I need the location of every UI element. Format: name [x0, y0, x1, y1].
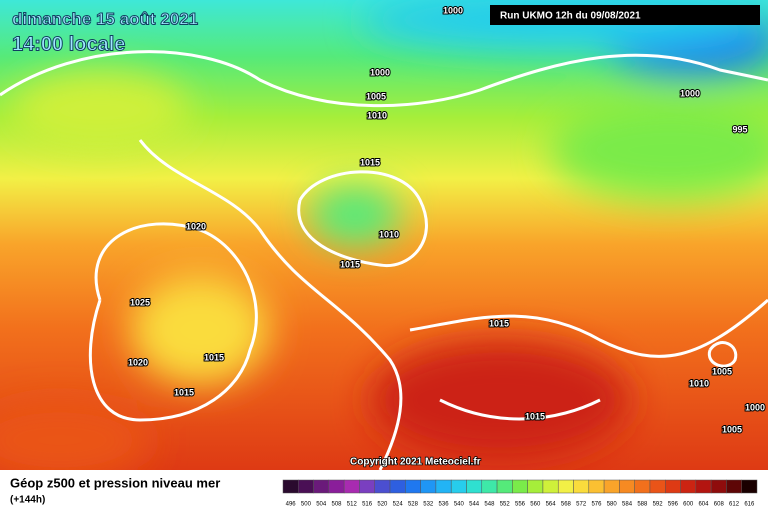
legend-level: 504 [316, 502, 327, 508]
legend-swatch [435, 479, 452, 494]
legend-swatch [389, 479, 406, 494]
run-label: Run UKMO 12h du 09/08/2021 [500, 11, 641, 22]
legend-swatch [573, 479, 590, 494]
legend-level: 524 [393, 502, 404, 508]
legend-swatch [603, 479, 620, 494]
legend-swatch [298, 479, 314, 494]
legend-level: 496 [286, 502, 297, 508]
legend-level: 576 [591, 502, 602, 508]
legend-swatch [481, 479, 498, 494]
legend-level: 564 [546, 502, 557, 508]
legend-swatch [741, 479, 758, 494]
isobar-label: 1015 [360, 157, 380, 167]
legend-swatch [496, 479, 513, 494]
isobar-label: 1005 [712, 366, 732, 376]
isobar-label: 1000 [680, 88, 700, 98]
legend-swatch [313, 479, 330, 494]
legend-level: 500 [301, 502, 312, 508]
legend-level: 520 [377, 502, 388, 508]
isobar-label: 1015 [525, 411, 545, 421]
isobar-label: 1000 [370, 67, 390, 77]
legend-title: Géop z500 et pression niveau mer [10, 475, 220, 490]
legend-level: 600 [683, 502, 694, 508]
legend-level: 540 [454, 502, 465, 508]
legend-swatch [695, 479, 712, 494]
time-title: 14:00 locale [12, 33, 125, 55]
legend-level: 536 [439, 502, 450, 508]
legend-level: 512 [347, 502, 358, 508]
isobar-label: 1010 [379, 229, 399, 239]
legend-level: 528 [408, 502, 419, 508]
legend-level: 516 [362, 502, 373, 508]
isobar-label: 1015 [340, 259, 360, 269]
isobar-label: 1010 [367, 110, 387, 120]
legend-level: 572 [576, 502, 587, 508]
legend-lead: (+144h) [10, 495, 45, 506]
legend-swatch [649, 479, 666, 494]
legend-level: 608 [714, 502, 725, 508]
legend-swatch [665, 479, 681, 494]
legend-swatch [374, 479, 391, 494]
legend-swatch [726, 479, 742, 494]
isobars [0, 50, 768, 471]
isobar-label: 1020 [186, 221, 206, 231]
isobar-label: 1025 [130, 297, 150, 307]
isobar-label: 1020 [128, 357, 148, 367]
legend-level: 616 [744, 502, 755, 508]
legend-swatch [619, 479, 635, 494]
isobar-label: 1015 [174, 387, 194, 397]
legend-swatch [634, 479, 651, 494]
isobar-label: 1010 [689, 378, 709, 388]
legend-level: 584 [622, 502, 633, 508]
legend-swatch [557, 479, 574, 494]
isobar-label: 1000 [745, 402, 765, 412]
legend-swatch [450, 479, 467, 494]
run-box [490, 5, 760, 25]
legend-swatch [466, 479, 483, 494]
legend-level: 548 [484, 502, 495, 508]
legend-level: 568 [561, 502, 572, 508]
legend-swatch [710, 479, 727, 494]
legend-level: 532 [423, 502, 434, 508]
copyright: Copyright 2021 Meteociel.fr [350, 457, 481, 468]
legend-level: 560 [530, 502, 541, 508]
legend-swatch [680, 479, 697, 494]
legend-swatch [420, 479, 437, 494]
isobar-label: 1005 [722, 424, 742, 434]
legend-swatch [512, 479, 528, 494]
legend-level: 508 [332, 502, 343, 508]
legend-swatch [588, 479, 605, 494]
legend-level: 580 [607, 502, 618, 508]
legend-swatch [527, 479, 544, 494]
isobar-label: 995 [732, 124, 747, 134]
isobar-label: 1000 [443, 5, 463, 15]
legend-swatch [359, 479, 375, 494]
isobar-label: 1015 [204, 352, 224, 362]
legend-level: 612 [729, 502, 740, 508]
legend-swatch [405, 479, 421, 494]
legend-swatch [542, 479, 559, 494]
date-title: dimanche 15 août 2021 [12, 9, 198, 28]
legend-swatch [328, 479, 345, 494]
legend-swatch [282, 479, 299, 494]
legend-level: 592 [653, 502, 664, 508]
legend-level: 596 [668, 502, 679, 508]
legend-level: 588 [637, 502, 648, 508]
isobar-label: 1005 [366, 91, 386, 101]
legend-level: 552 [500, 502, 511, 508]
legend-level: 604 [698, 502, 709, 508]
legend-swatch [343, 479, 360, 494]
legend-level: 556 [515, 502, 526, 508]
isobar-label: 1015 [489, 318, 509, 328]
legend-level: 544 [469, 502, 480, 508]
